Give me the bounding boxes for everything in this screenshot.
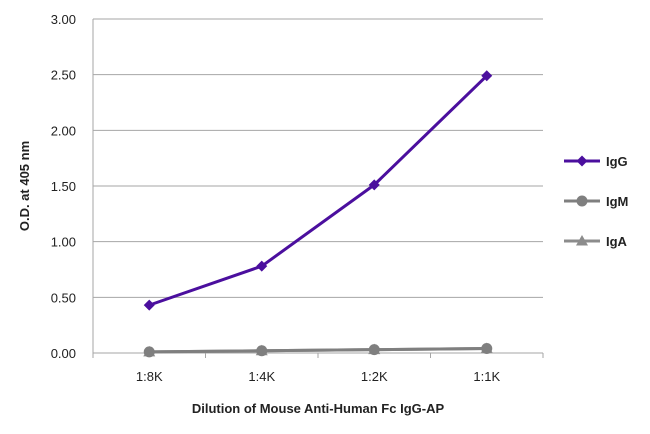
x-axis-title: Dilution of Mouse Anti-Human Fc IgG-AP [192,401,445,416]
series-line-igm [149,347,487,354]
data-point-igg [143,299,155,311]
x-tick-label: 1:2K [361,369,388,384]
legend-marker-igm [576,195,588,207]
series-group [143,70,493,358]
y-tick-label: 1.50 [51,179,76,194]
legend-marker-igg [576,155,588,167]
legend-marker-iga [576,235,588,246]
series-line-igg [148,74,488,307]
x-tick-label: 1:8K [136,369,163,384]
data-point-igm [143,346,155,358]
x-tick-label: 1:4K [248,369,275,384]
data-point-igg [256,260,268,272]
tick-labels: 0.00 0.50 1.00 1.50 2.00 2.50 3.00 1:8K 1:4K 1:2K… [51,12,501,384]
data-point-igm [481,343,493,355]
y-tick-label: 0.00 [51,346,76,361]
gridlines [93,18,543,298]
y-tick-label: 1.00 [51,235,76,250]
y-axis-title: O.D. at 405 nm [17,141,32,231]
data-point-igg [368,179,380,191]
legend-label-igg: IgG [606,154,628,169]
y-tick-label: 3.00 [51,12,76,27]
y-tick-label: 2.00 [51,123,76,138]
legend-label-iga: IgA [606,234,628,249]
y-tick-label: 0.50 [51,290,76,305]
legend-label-igm: IgM [606,194,628,209]
axes [92,19,544,358]
data-point-igg [481,70,493,82]
data-point-igm [256,345,268,357]
y-tick-label: 2.50 [51,68,76,83]
legend: IgG IgM IgA [564,154,628,249]
data-point-igm [368,344,380,356]
x-tick-label: 1:1K [473,369,500,384]
